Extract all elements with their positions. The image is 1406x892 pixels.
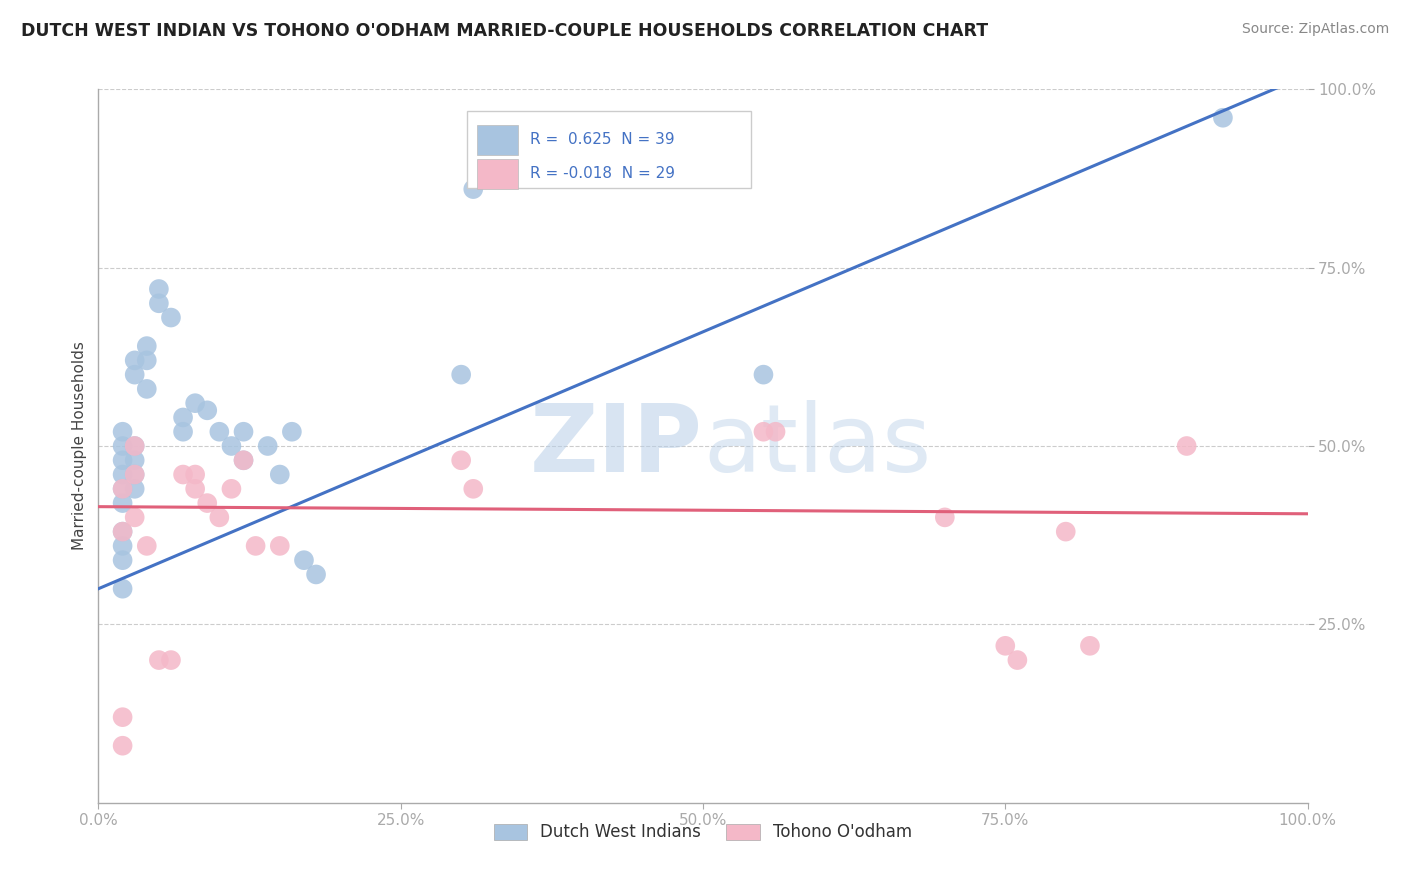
Point (111, 453, 134, 467)
Point (172, 425, 194, 439)
Point (1078, 639, 1101, 653)
Point (124, 467, 146, 482)
Point (184, 467, 207, 482)
Point (1007, 653, 1029, 667)
Point (463, 182, 485, 196)
Point (111, 553, 134, 567)
Point (111, 425, 134, 439)
Point (1054, 524, 1077, 539)
Point (135, 539, 157, 553)
Point (160, 653, 183, 667)
Point (281, 425, 304, 439)
Point (232, 453, 254, 467)
Point (195, 403, 218, 417)
Point (752, 425, 775, 439)
Point (172, 410, 194, 425)
Point (148, 282, 170, 296)
Point (135, 353, 157, 368)
Point (256, 439, 278, 453)
Point (232, 425, 254, 439)
Point (124, 353, 146, 368)
Legend: Dutch West Indians, Tohono O'odham: Dutch West Indians, Tohono O'odham (486, 817, 920, 848)
Text: DUTCH WEST INDIAN VS TOHONO O'ODHAM MARRIED-COUPLE HOUSEHOLDS CORRELATION CHART: DUTCH WEST INDIAN VS TOHONO O'ODHAM MARR… (21, 22, 988, 40)
Point (124, 467, 146, 482)
Point (111, 467, 134, 482)
Point (111, 524, 134, 539)
Point (221, 482, 243, 496)
Point (450, 368, 472, 382)
Point (765, 425, 787, 439)
Point (450, 453, 472, 467)
Point (463, 482, 485, 496)
Point (111, 439, 134, 453)
Point (208, 510, 231, 524)
Point (269, 539, 291, 553)
Point (160, 310, 183, 325)
Point (111, 496, 134, 510)
Point (1212, 111, 1234, 125)
Point (111, 482, 134, 496)
Text: atlas: atlas (703, 400, 931, 492)
Text: R =  0.625  N = 39: R = 0.625 N = 39 (530, 132, 675, 147)
Point (111, 482, 134, 496)
Point (111, 582, 134, 596)
Point (124, 439, 146, 453)
Text: ZIP: ZIP (530, 400, 703, 492)
Point (752, 368, 775, 382)
Point (111, 524, 134, 539)
Point (245, 539, 267, 553)
Point (135, 382, 157, 396)
FancyBboxPatch shape (477, 159, 517, 189)
Point (221, 439, 243, 453)
Point (305, 567, 328, 582)
Point (184, 396, 207, 410)
Point (184, 482, 207, 496)
Point (172, 467, 194, 482)
Point (111, 739, 134, 753)
Point (934, 510, 956, 524)
Text: R = -0.018  N = 29: R = -0.018 N = 29 (530, 166, 675, 181)
Point (195, 496, 218, 510)
Point (148, 653, 170, 667)
Point (124, 482, 146, 496)
FancyBboxPatch shape (467, 111, 751, 187)
Point (124, 510, 146, 524)
Point (111, 710, 134, 724)
Point (124, 453, 146, 467)
Y-axis label: Married-couple Households: Married-couple Households (72, 342, 87, 550)
Point (994, 639, 1017, 653)
FancyBboxPatch shape (477, 125, 517, 155)
Point (1175, 439, 1198, 453)
Point (292, 553, 315, 567)
Point (208, 425, 231, 439)
Point (124, 368, 146, 382)
Point (269, 467, 291, 482)
Point (148, 296, 170, 310)
Point (111, 539, 134, 553)
Point (232, 453, 254, 467)
Point (135, 339, 157, 353)
Point (124, 439, 146, 453)
Text: Source: ZipAtlas.com: Source: ZipAtlas.com (1241, 22, 1389, 37)
